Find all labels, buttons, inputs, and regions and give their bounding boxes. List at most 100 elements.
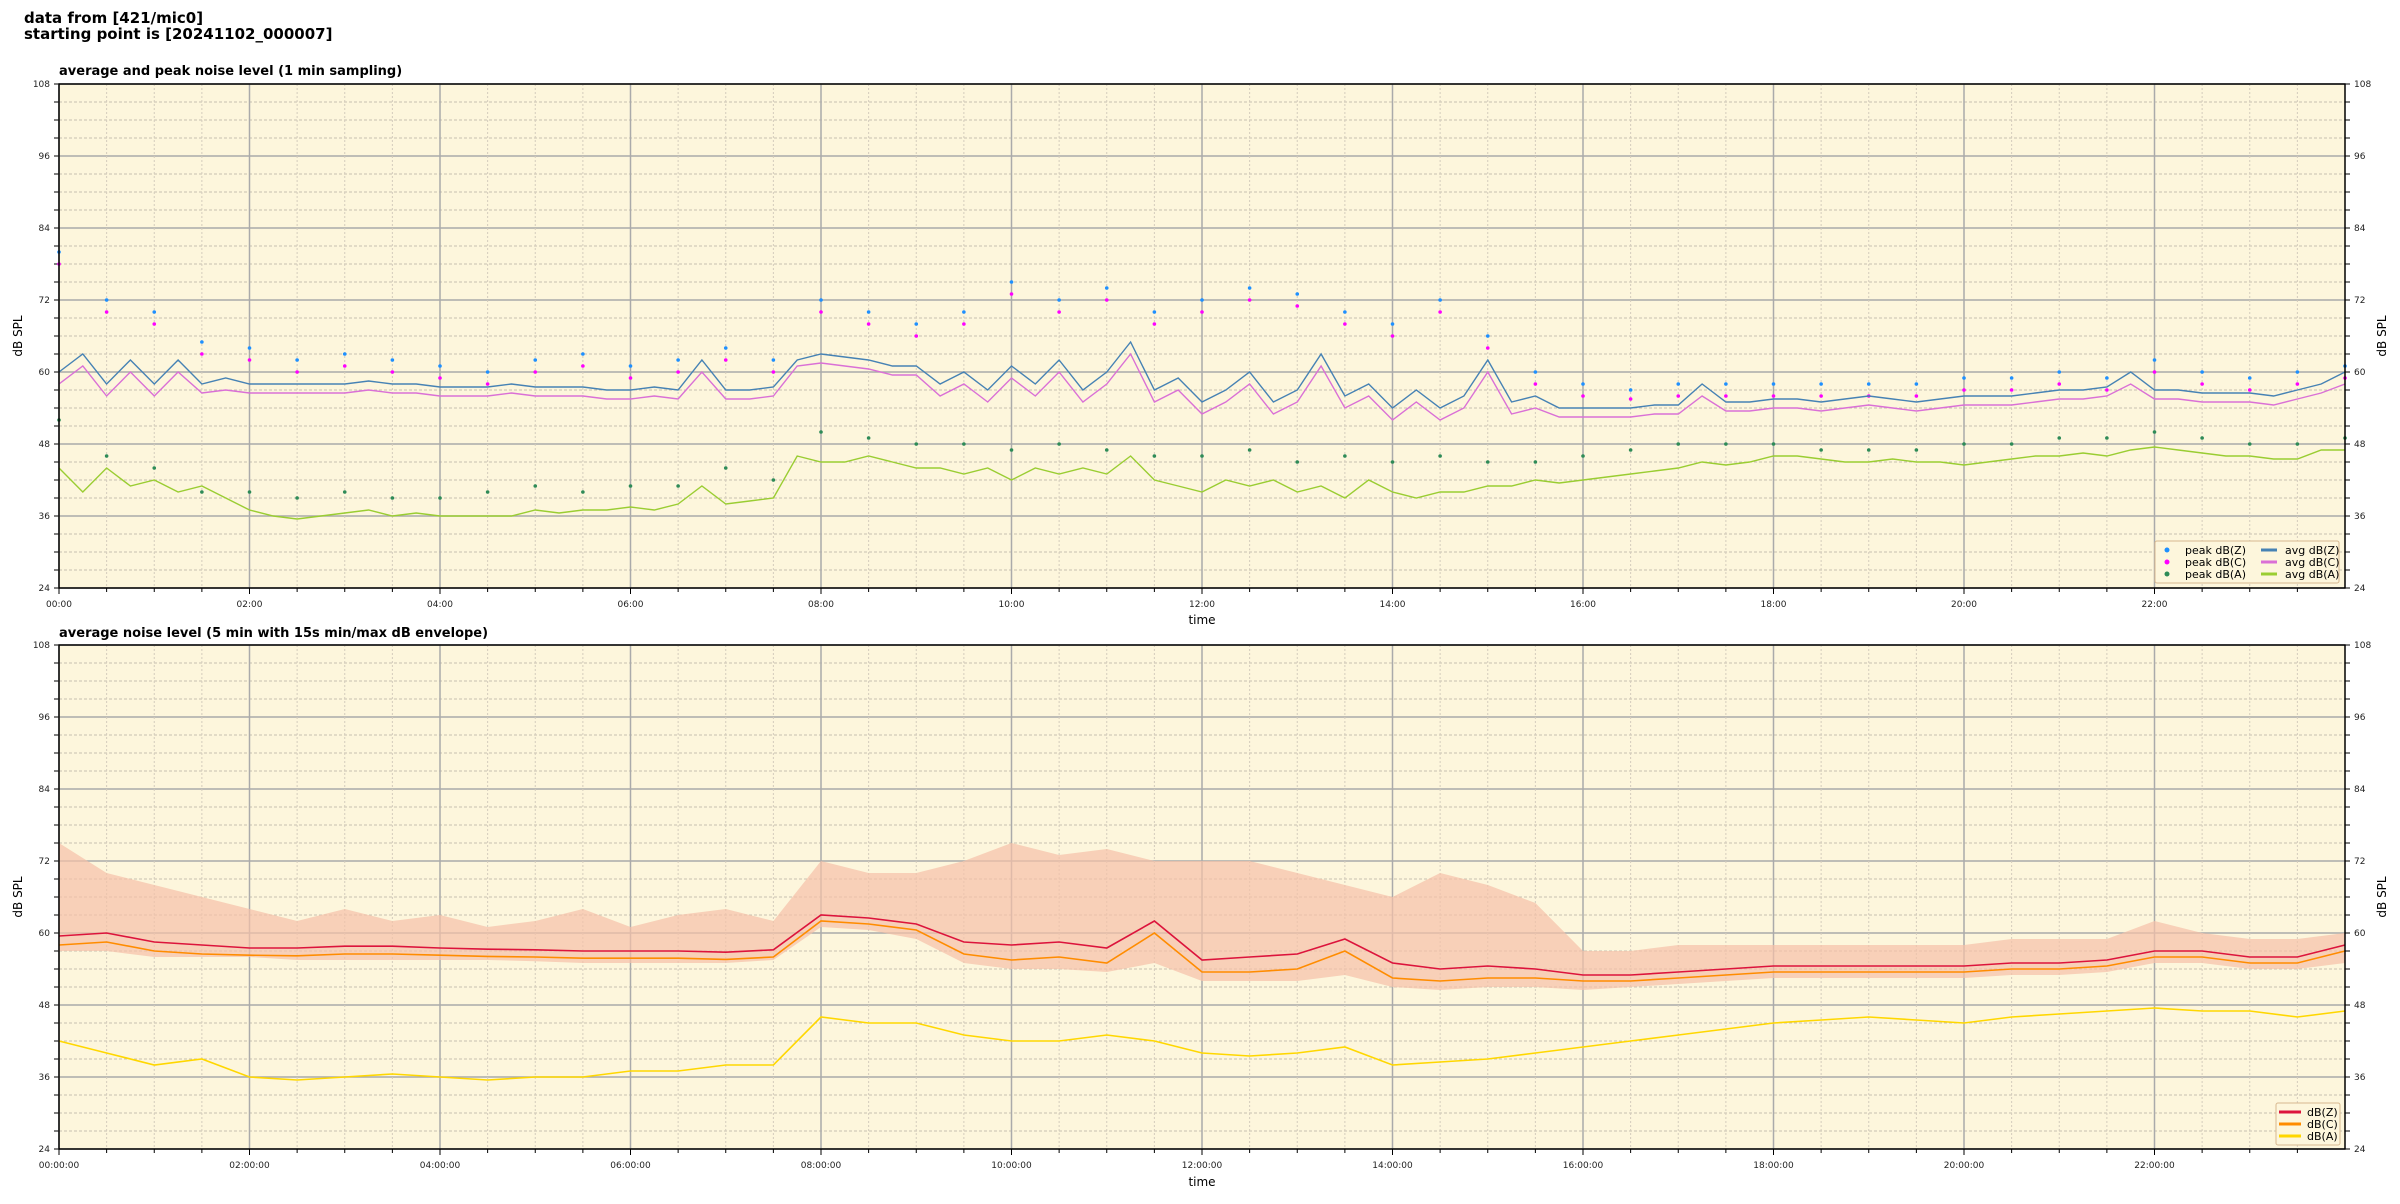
peak-point	[1962, 376, 1966, 380]
peak-point	[628, 484, 633, 488]
chart-avg-peak: average and peak noise level (1 min samp…	[11, 64, 2389, 627]
peak-point	[1628, 448, 1633, 452]
peak-point	[771, 478, 776, 482]
peak-point	[962, 322, 966, 326]
peak-point	[342, 352, 347, 356]
y-tick-label-right: 36	[2354, 1073, 2366, 1083]
peak-point	[1200, 310, 1204, 314]
peak-point	[581, 490, 585, 494]
y-tick-label-left: 108	[33, 80, 50, 90]
y-tick-label-right: 24	[2354, 584, 2366, 594]
y-tick-label-left: 84	[39, 224, 51, 234]
peak-point	[1962, 388, 1966, 392]
peak-point	[1581, 382, 1585, 386]
x-tick-label: 04:00	[427, 600, 453, 610]
peak-point	[866, 436, 871, 440]
x-tick-label: 02:00:00	[229, 1161, 270, 1171]
peak-point	[1771, 442, 1776, 446]
plot-frame	[58, 83, 2346, 589]
peak-point	[2105, 436, 2109, 440]
y-tick-label-right: 48	[2354, 440, 2366, 450]
peak-point	[438, 496, 442, 500]
peak-point	[1914, 382, 1919, 386]
peak-point	[1009, 280, 1014, 284]
peak-point	[1343, 454, 1347, 458]
peak-point	[628, 376, 633, 380]
peak-point	[533, 370, 538, 374]
x-tick-label: 22:00	[2142, 600, 2168, 610]
peak-point	[676, 370, 680, 374]
peak-point	[2295, 442, 2300, 446]
peak-point	[2152, 370, 2157, 374]
y-tick-label-right: 48	[2354, 1001, 2366, 1011]
x-tick-label: 10:00	[999, 600, 1025, 610]
peak-point	[1295, 304, 1300, 308]
x-tick-label: 08:00	[808, 600, 834, 610]
peak-point	[2247, 442, 2252, 446]
y-tick-label-right: 84	[2354, 224, 2366, 234]
peak-point	[2057, 436, 2062, 440]
peak-point	[2057, 382, 2062, 386]
peak-point	[866, 322, 871, 326]
peak-point	[1295, 292, 1300, 296]
peak-point	[1628, 397, 1633, 401]
peak-point	[1676, 442, 1681, 446]
peak-point	[1438, 298, 1442, 302]
peak-point	[247, 490, 252, 494]
peak-point	[819, 298, 823, 302]
legend-label: dB(Z)	[2307, 1106, 2338, 1119]
peak-point	[152, 310, 157, 314]
peak-point	[104, 310, 109, 314]
y-tick-label-right: 108	[2354, 641, 2371, 651]
series-line-avgdbc	[58, 352, 2346, 421]
peak-point	[295, 358, 299, 362]
peak-point	[1009, 292, 1014, 296]
x-tick-label: 14:00	[1380, 600, 1406, 610]
peak-point	[2200, 382, 2204, 386]
peak-point	[1866, 382, 1871, 386]
peak-point	[2200, 436, 2204, 440]
peak-point	[1247, 298, 1252, 302]
peak-point	[1724, 394, 1728, 398]
peak-point	[819, 430, 823, 434]
chart-title: average and peak noise level (1 min samp…	[59, 64, 402, 79]
y-tick-label-left: 48	[39, 440, 51, 450]
peak-point	[1819, 394, 1823, 398]
peak-point	[1295, 460, 1300, 464]
peak-point	[962, 442, 966, 446]
peak-point	[1438, 454, 1442, 458]
peak-point	[1485, 460, 1490, 464]
y-tick-label-left: 60	[39, 929, 51, 939]
peak-point	[2200, 370, 2204, 374]
peak-point	[247, 346, 252, 350]
peak-point	[1057, 310, 1061, 314]
x-tick-label: 22:00:00	[2134, 1161, 2175, 1171]
peak-point	[1533, 370, 1538, 374]
peak-point	[533, 484, 538, 488]
peak-point	[1009, 448, 1014, 452]
y-axis-label-right: dB SPL	[2375, 876, 2389, 918]
peak-point	[485, 382, 490, 386]
peak-point	[1057, 442, 1061, 446]
x-tick-label: 00:00	[46, 600, 72, 610]
series-line-dbz	[58, 914, 2346, 976]
legend-label: avg dB(A)	[2285, 568, 2339, 581]
x-tick-label: 12:00	[1189, 600, 1215, 610]
peak-point	[676, 484, 680, 488]
peak-point	[1866, 448, 1871, 452]
y-tick-label-right: 72	[2354, 857, 2365, 867]
peak-point	[1152, 310, 1157, 314]
y-tick-label-left: 72	[39, 857, 50, 867]
peak-point	[581, 352, 585, 356]
peak-point	[1247, 448, 1252, 452]
legend-label: avg dB(Z)	[2285, 544, 2339, 557]
y-tick-label-left: 72	[39, 296, 50, 306]
y-axis-label-left: dB SPL	[11, 876, 25, 918]
chart-envelope: average noise level (5 min with 15s min/…	[11, 626, 2389, 1189]
legend-label: avg dB(C)	[2285, 556, 2340, 569]
peak-point	[438, 364, 442, 368]
peak-point	[2057, 370, 2062, 374]
legend-label: peak dB(A)	[2185, 568, 2246, 581]
x-tick-label: 16:00	[1570, 600, 1596, 610]
y-tick-label-right: 96	[2354, 152, 2366, 162]
